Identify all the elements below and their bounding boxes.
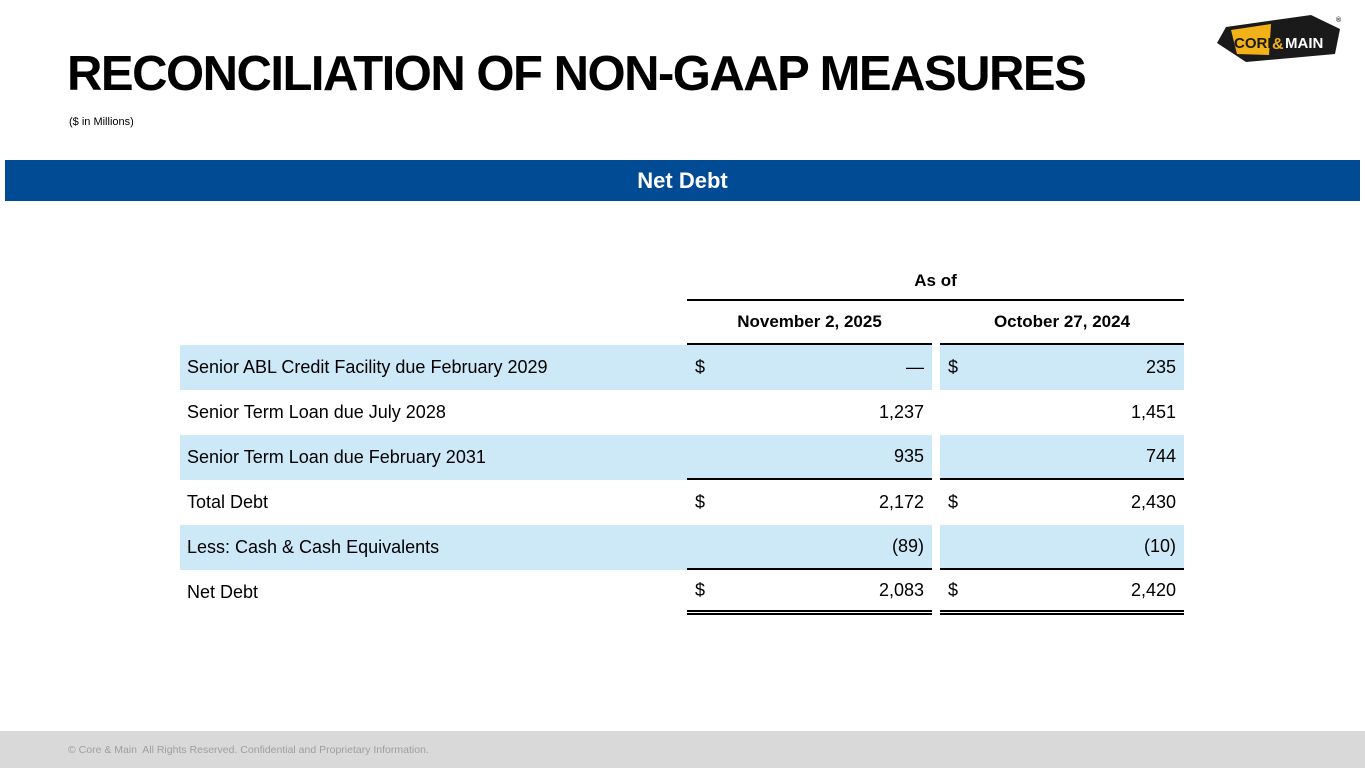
value-cell: $ 235 xyxy=(940,345,1184,390)
amount: 2,420 xyxy=(1130,579,1176,600)
value-cell: $ 2,083 xyxy=(687,570,932,615)
page-title: RECONCILIATION OF NON-GAAP MEASURES xyxy=(67,47,1087,101)
reconciliation-table: As of November 2, 2025 October 27, 2024 … xyxy=(180,263,1184,615)
value-cell: (10) xyxy=(940,525,1184,570)
amount: (10) xyxy=(1143,536,1176,556)
row-label: Less: Cash & Cash Equivalents xyxy=(180,525,687,570)
table-column-header-row: November 2, 2025 October 27, 2024 xyxy=(180,301,1184,345)
amount: (89) xyxy=(891,536,924,556)
value-cell: $ 2,172 xyxy=(687,480,932,525)
column-gap xyxy=(932,345,940,390)
net-debt-banner: Net Debt xyxy=(5,160,1360,201)
table-row: Senior Term Loan due February 2031 935 7… xyxy=(180,435,1184,480)
row-label: Total Debt xyxy=(187,492,269,512)
table-row: Less: Cash & Cash Equivalents (89) (10) xyxy=(180,525,1184,570)
svg-text:&: & xyxy=(1272,36,1284,53)
amount: 1,451 xyxy=(1130,402,1176,422)
units-note: ($ in Millions) xyxy=(69,116,134,128)
amount: 2,172 xyxy=(878,492,924,512)
banner-title: Net Debt xyxy=(637,167,728,193)
svg-text:CORE: CORE xyxy=(1234,35,1277,52)
currency-symbol: $ xyxy=(948,357,959,377)
row-label: Senior Term Loan due February 2031 xyxy=(180,435,687,480)
value-cell: $ 2,430 xyxy=(940,480,1184,525)
value-cell: 935 xyxy=(687,435,932,480)
currency-symbol: $ xyxy=(695,357,706,377)
row-label: Senior ABL Credit Facility due February … xyxy=(180,345,687,390)
header-spacer xyxy=(180,301,687,345)
column-header-prior: October 27, 2024 xyxy=(940,301,1184,345)
column-gap xyxy=(932,570,940,615)
column-header-current: November 2, 2025 xyxy=(687,301,932,345)
row-label: Senior Term Loan due July 2028 xyxy=(187,402,446,422)
company-logo-icon: CORE & MAIN ® xyxy=(1217,15,1342,62)
currency-symbol: $ xyxy=(695,579,706,600)
svg-text:MAIN: MAIN xyxy=(1285,35,1323,52)
footer-bar: © Core & Main All Rights Reserved. Confi… xyxy=(0,731,1365,768)
value-cell: 1,237 xyxy=(687,390,932,435)
column-gap xyxy=(932,480,940,525)
amount: 744 xyxy=(1145,446,1176,466)
amount: 935 xyxy=(893,446,924,466)
header-spacer xyxy=(180,263,687,301)
amount: 2,430 xyxy=(1130,492,1176,512)
amount: — xyxy=(906,357,924,377)
svg-text:®: ® xyxy=(1336,16,1342,24)
currency-symbol: $ xyxy=(695,492,706,512)
value-cell: $ 2,420 xyxy=(940,570,1184,615)
column-gap xyxy=(932,301,940,345)
table-row: Senior ABL Credit Facility due February … xyxy=(180,345,1184,390)
amount: 1,237 xyxy=(878,402,924,422)
table-group-header-row: As of xyxy=(180,263,1184,301)
currency-symbol: $ xyxy=(948,579,959,600)
core-and-main-logo: CORE & MAIN ® xyxy=(1212,12,1344,64)
column-gap xyxy=(932,525,940,570)
value-cell: 744 xyxy=(940,435,1184,480)
value-cell: $ — xyxy=(687,345,932,390)
value-cell: (89) xyxy=(687,525,932,570)
table-row-net-debt: Net Debt $ 2,083 $ 2,420 xyxy=(180,570,1184,615)
value-cell: 1,451 xyxy=(940,390,1184,435)
column-gap xyxy=(932,435,940,480)
amount: 2,083 xyxy=(878,579,924,600)
row-label: Net Debt xyxy=(187,582,259,602)
amount: 235 xyxy=(1145,357,1176,377)
copyright-text: © Core & Main All Rights Reserved. Confi… xyxy=(68,743,429,756)
currency-symbol: $ xyxy=(948,492,959,512)
table-row: Senior Term Loan due July 2028 1,237 1,4… xyxy=(180,390,1184,435)
table-row-total-debt: Total Debt $ 2,172 $ 2,430 xyxy=(180,480,1184,525)
column-gap xyxy=(932,390,940,435)
as-of-header: As of xyxy=(687,263,1184,301)
